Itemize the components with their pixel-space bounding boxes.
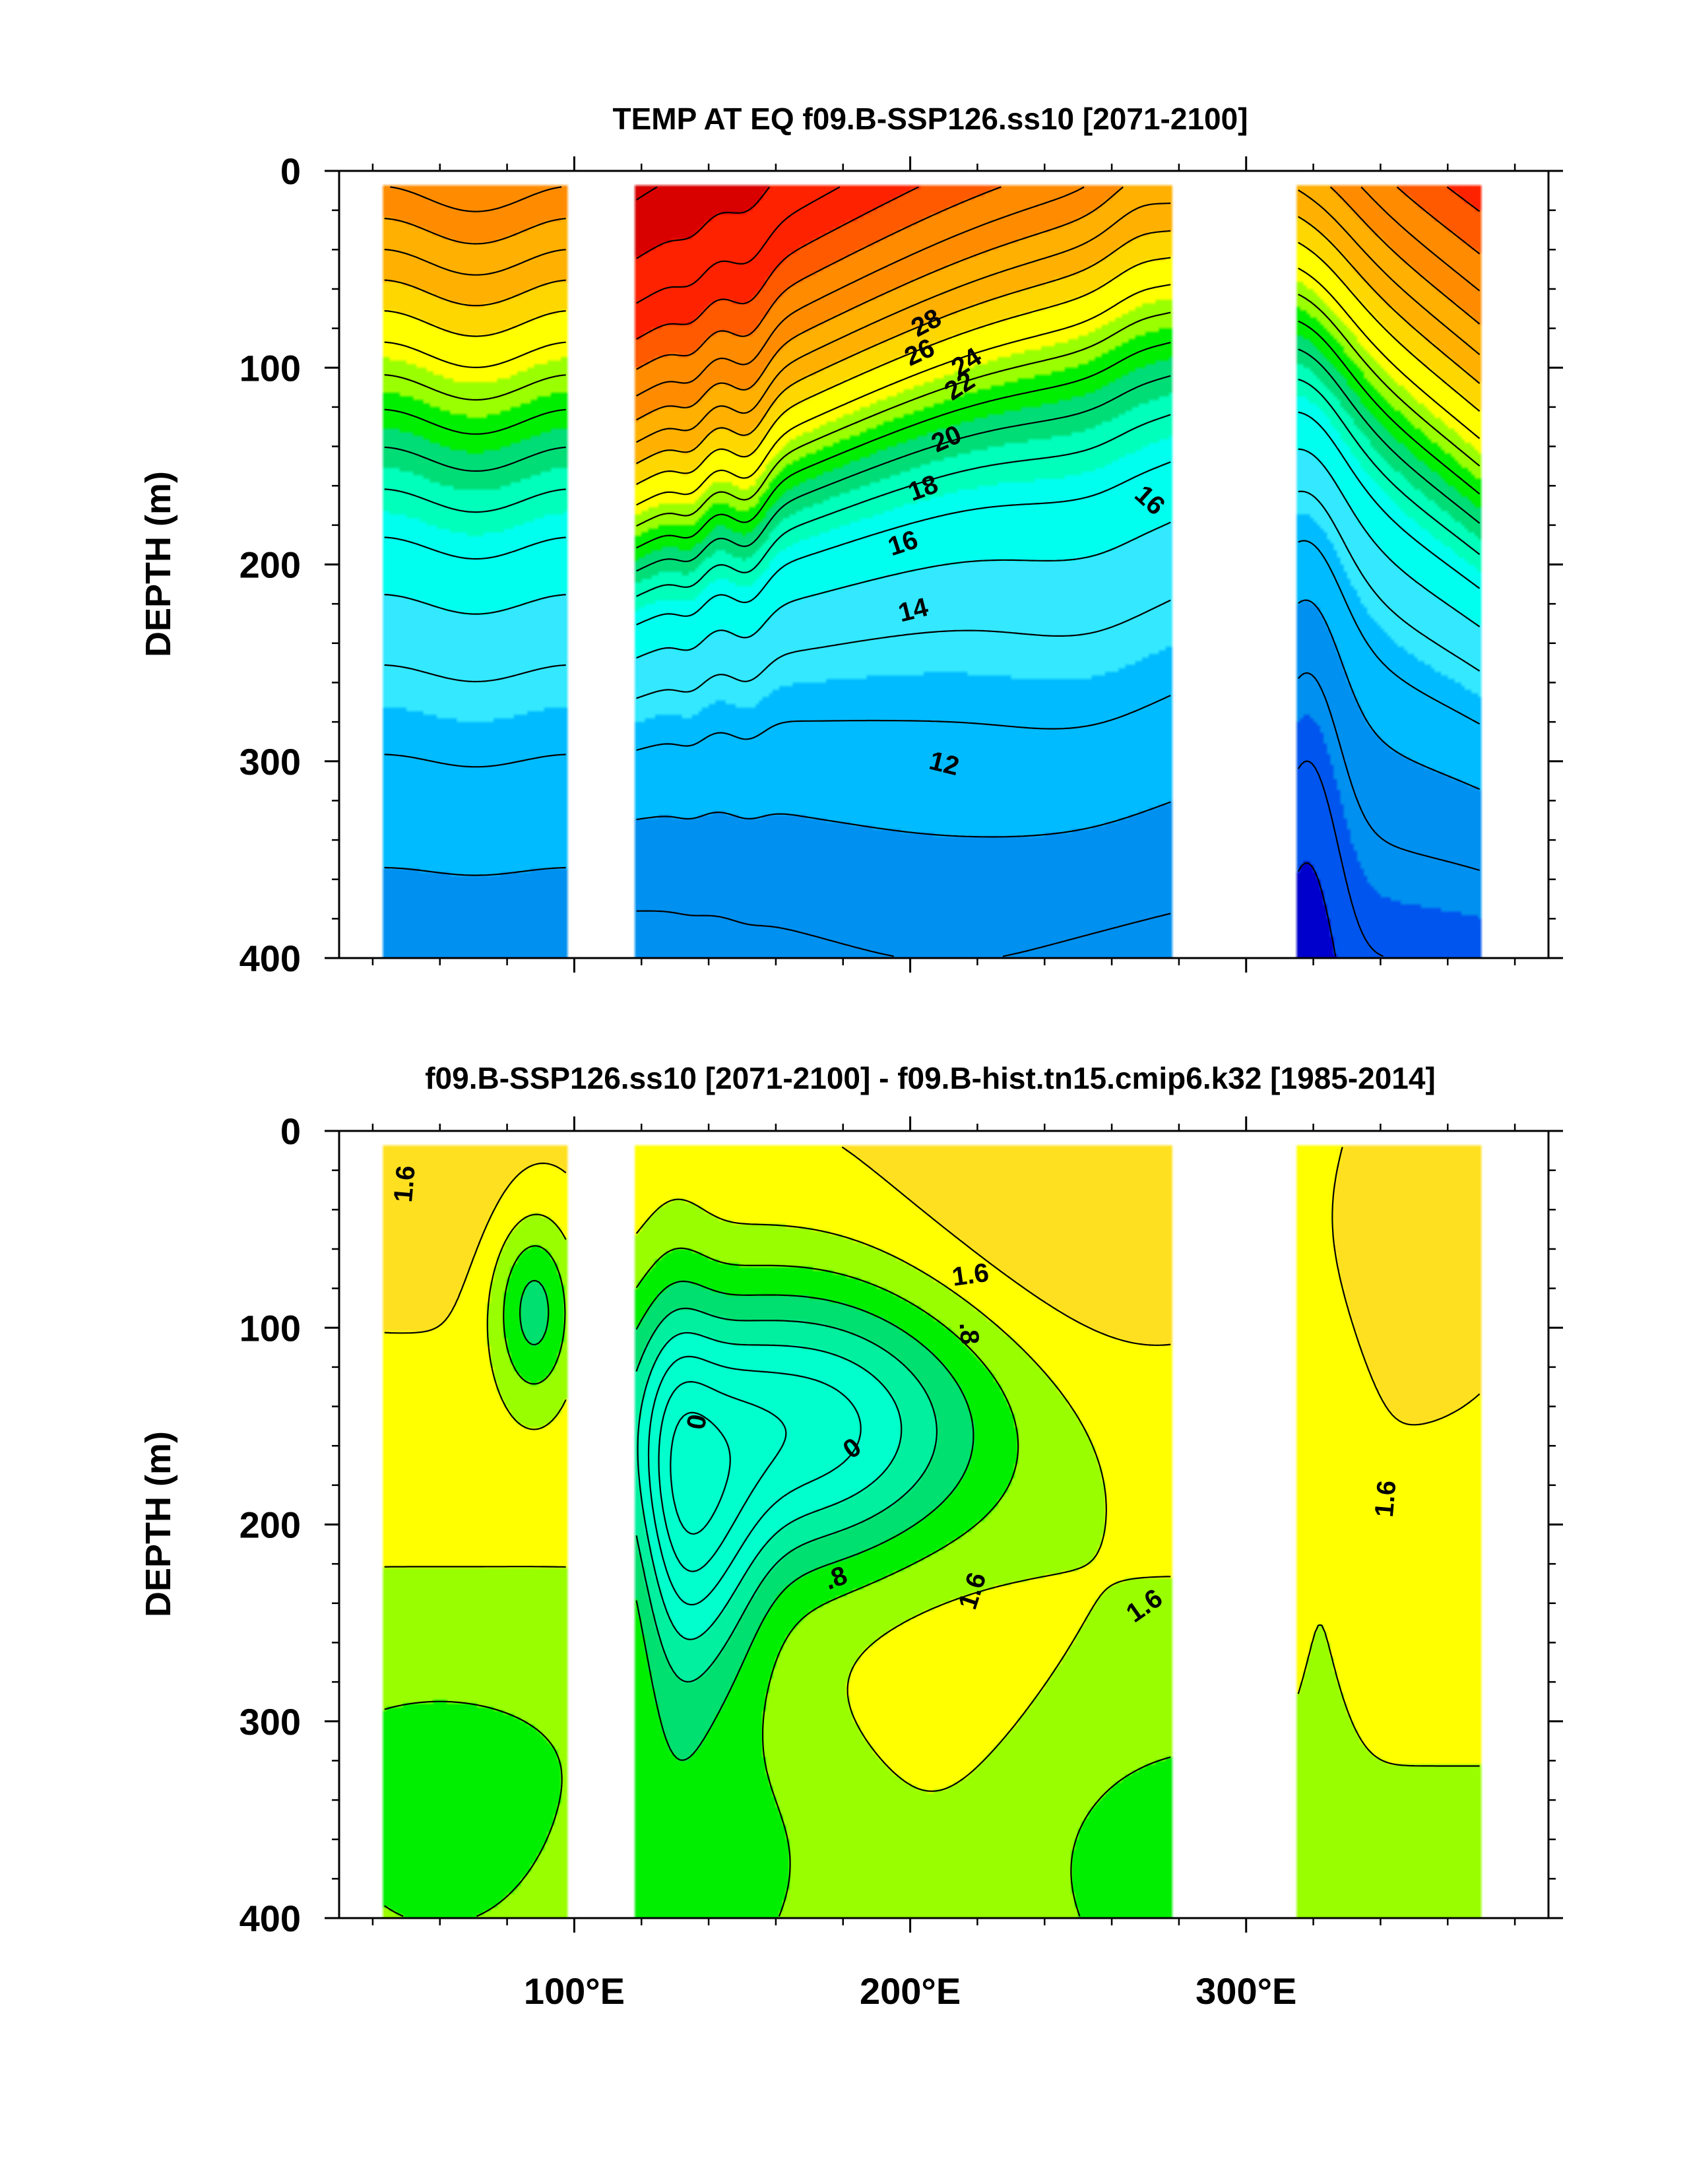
y-tick-label: 0 xyxy=(280,1110,301,1152)
temp-panel-title: TEMP AT EQ f09.B-SSP126.ss10 [2071-2100] xyxy=(612,102,1248,136)
temp-contour-30 xyxy=(636,186,658,201)
temp-contour-18 xyxy=(384,320,1481,549)
y-tick-label: 0 xyxy=(280,150,301,192)
diff-panel-title: f09.B-SSP126.ss10 [2071-2100] - f09.B-hi… xyxy=(425,1061,1436,1095)
temp-contour-27 xyxy=(636,186,1481,340)
temp-contour-19 xyxy=(384,294,1481,527)
temp-contour-25 xyxy=(390,186,1481,397)
temp-axes: 0 100 200 300 400 xyxy=(239,150,1563,979)
y-tick-label: 300 xyxy=(239,1701,301,1743)
temp-contour-14 xyxy=(384,448,1481,659)
temp-contour-lines xyxy=(384,186,1481,957)
diff-colorfill xyxy=(339,1131,1548,1918)
diff-contour-label: 1.6 xyxy=(389,1165,421,1204)
temp-panel-ylabel: DEPTH (m) xyxy=(139,471,178,657)
diff-panel: f09.B-SSP126.ss10 [2071-2100] - f09.B-hi… xyxy=(139,1061,1563,2012)
temp-contour-11 xyxy=(384,599,1481,876)
x-tick-label: 200°E xyxy=(860,1970,961,2012)
diff-contour-2 xyxy=(384,1146,1481,1426)
x-tick-label: 100°E xyxy=(524,1970,625,2012)
temp-contour-15 xyxy=(384,411,1481,626)
diff-field xyxy=(339,1131,1548,1918)
temp-contour-12 xyxy=(384,540,1481,768)
x-tick-label: 300°E xyxy=(1195,1970,1296,2012)
diff-contour-label: 1.6 xyxy=(950,1258,990,1292)
temp-contour-28 xyxy=(636,186,841,304)
diff-contour-labels: 1.61.6.800.8 1.6 1.61.6 xyxy=(389,1165,1401,1628)
y-tick-label: 400 xyxy=(239,938,301,979)
y-tick-label: 100 xyxy=(239,347,301,389)
temp-field xyxy=(339,171,1548,958)
diff-contour-label: 1.6 xyxy=(1370,1479,1402,1518)
y-tick-label: 200 xyxy=(239,544,301,586)
diff-axes: 0 100 200 300 400 100°E 200°E 300°E xyxy=(239,1110,1563,2012)
diff-contour-m1p2 xyxy=(670,1411,731,1535)
diff-panel-ylabel: DEPTH (m) xyxy=(139,1431,178,1617)
temp-contour-23 xyxy=(384,189,1481,443)
temp-contour-21 xyxy=(384,241,1481,485)
diff-contour-0p8 xyxy=(519,1279,974,1761)
temp-contour-9 xyxy=(1297,760,1384,957)
diff-contour-m0p4 xyxy=(647,1355,862,1606)
diff-contour-lines xyxy=(384,1146,1481,1917)
temp-panel: TEMP AT EQ f09.B-SSP126.ss10 [2071-2100]… xyxy=(139,102,1563,979)
temp-contour-26 xyxy=(636,186,1481,370)
temp-contour-17 xyxy=(384,348,1481,572)
temp-contour-20 xyxy=(384,267,1481,506)
diff-contour-0 xyxy=(637,1332,903,1640)
temp-contour-16 xyxy=(384,378,1481,597)
temp-contour-8 xyxy=(1297,862,1337,957)
temp-contour-label: 12 xyxy=(926,746,962,781)
y-tick-label: 300 xyxy=(239,741,301,783)
y-tick-label: 200 xyxy=(239,1504,301,1546)
diff-contour-m0p8 xyxy=(658,1381,787,1572)
diff-contour-1p2 xyxy=(384,1245,1171,1917)
temp-contour-24 xyxy=(384,186,1481,421)
temp-contour-22 xyxy=(384,216,1481,465)
temp-contour-13 xyxy=(384,490,1481,699)
y-tick-label: 400 xyxy=(239,1898,301,1939)
temp-contour-29 xyxy=(636,186,771,259)
y-tick-label: 100 xyxy=(239,1307,301,1349)
temp-contour-10 xyxy=(636,672,1480,957)
diff-contour-label: .8 xyxy=(953,1322,984,1345)
diff-fill-image xyxy=(339,1131,1548,1918)
diff-contour-1p6 xyxy=(384,1198,1480,1792)
diff-contour-0p4 xyxy=(635,1307,938,1683)
